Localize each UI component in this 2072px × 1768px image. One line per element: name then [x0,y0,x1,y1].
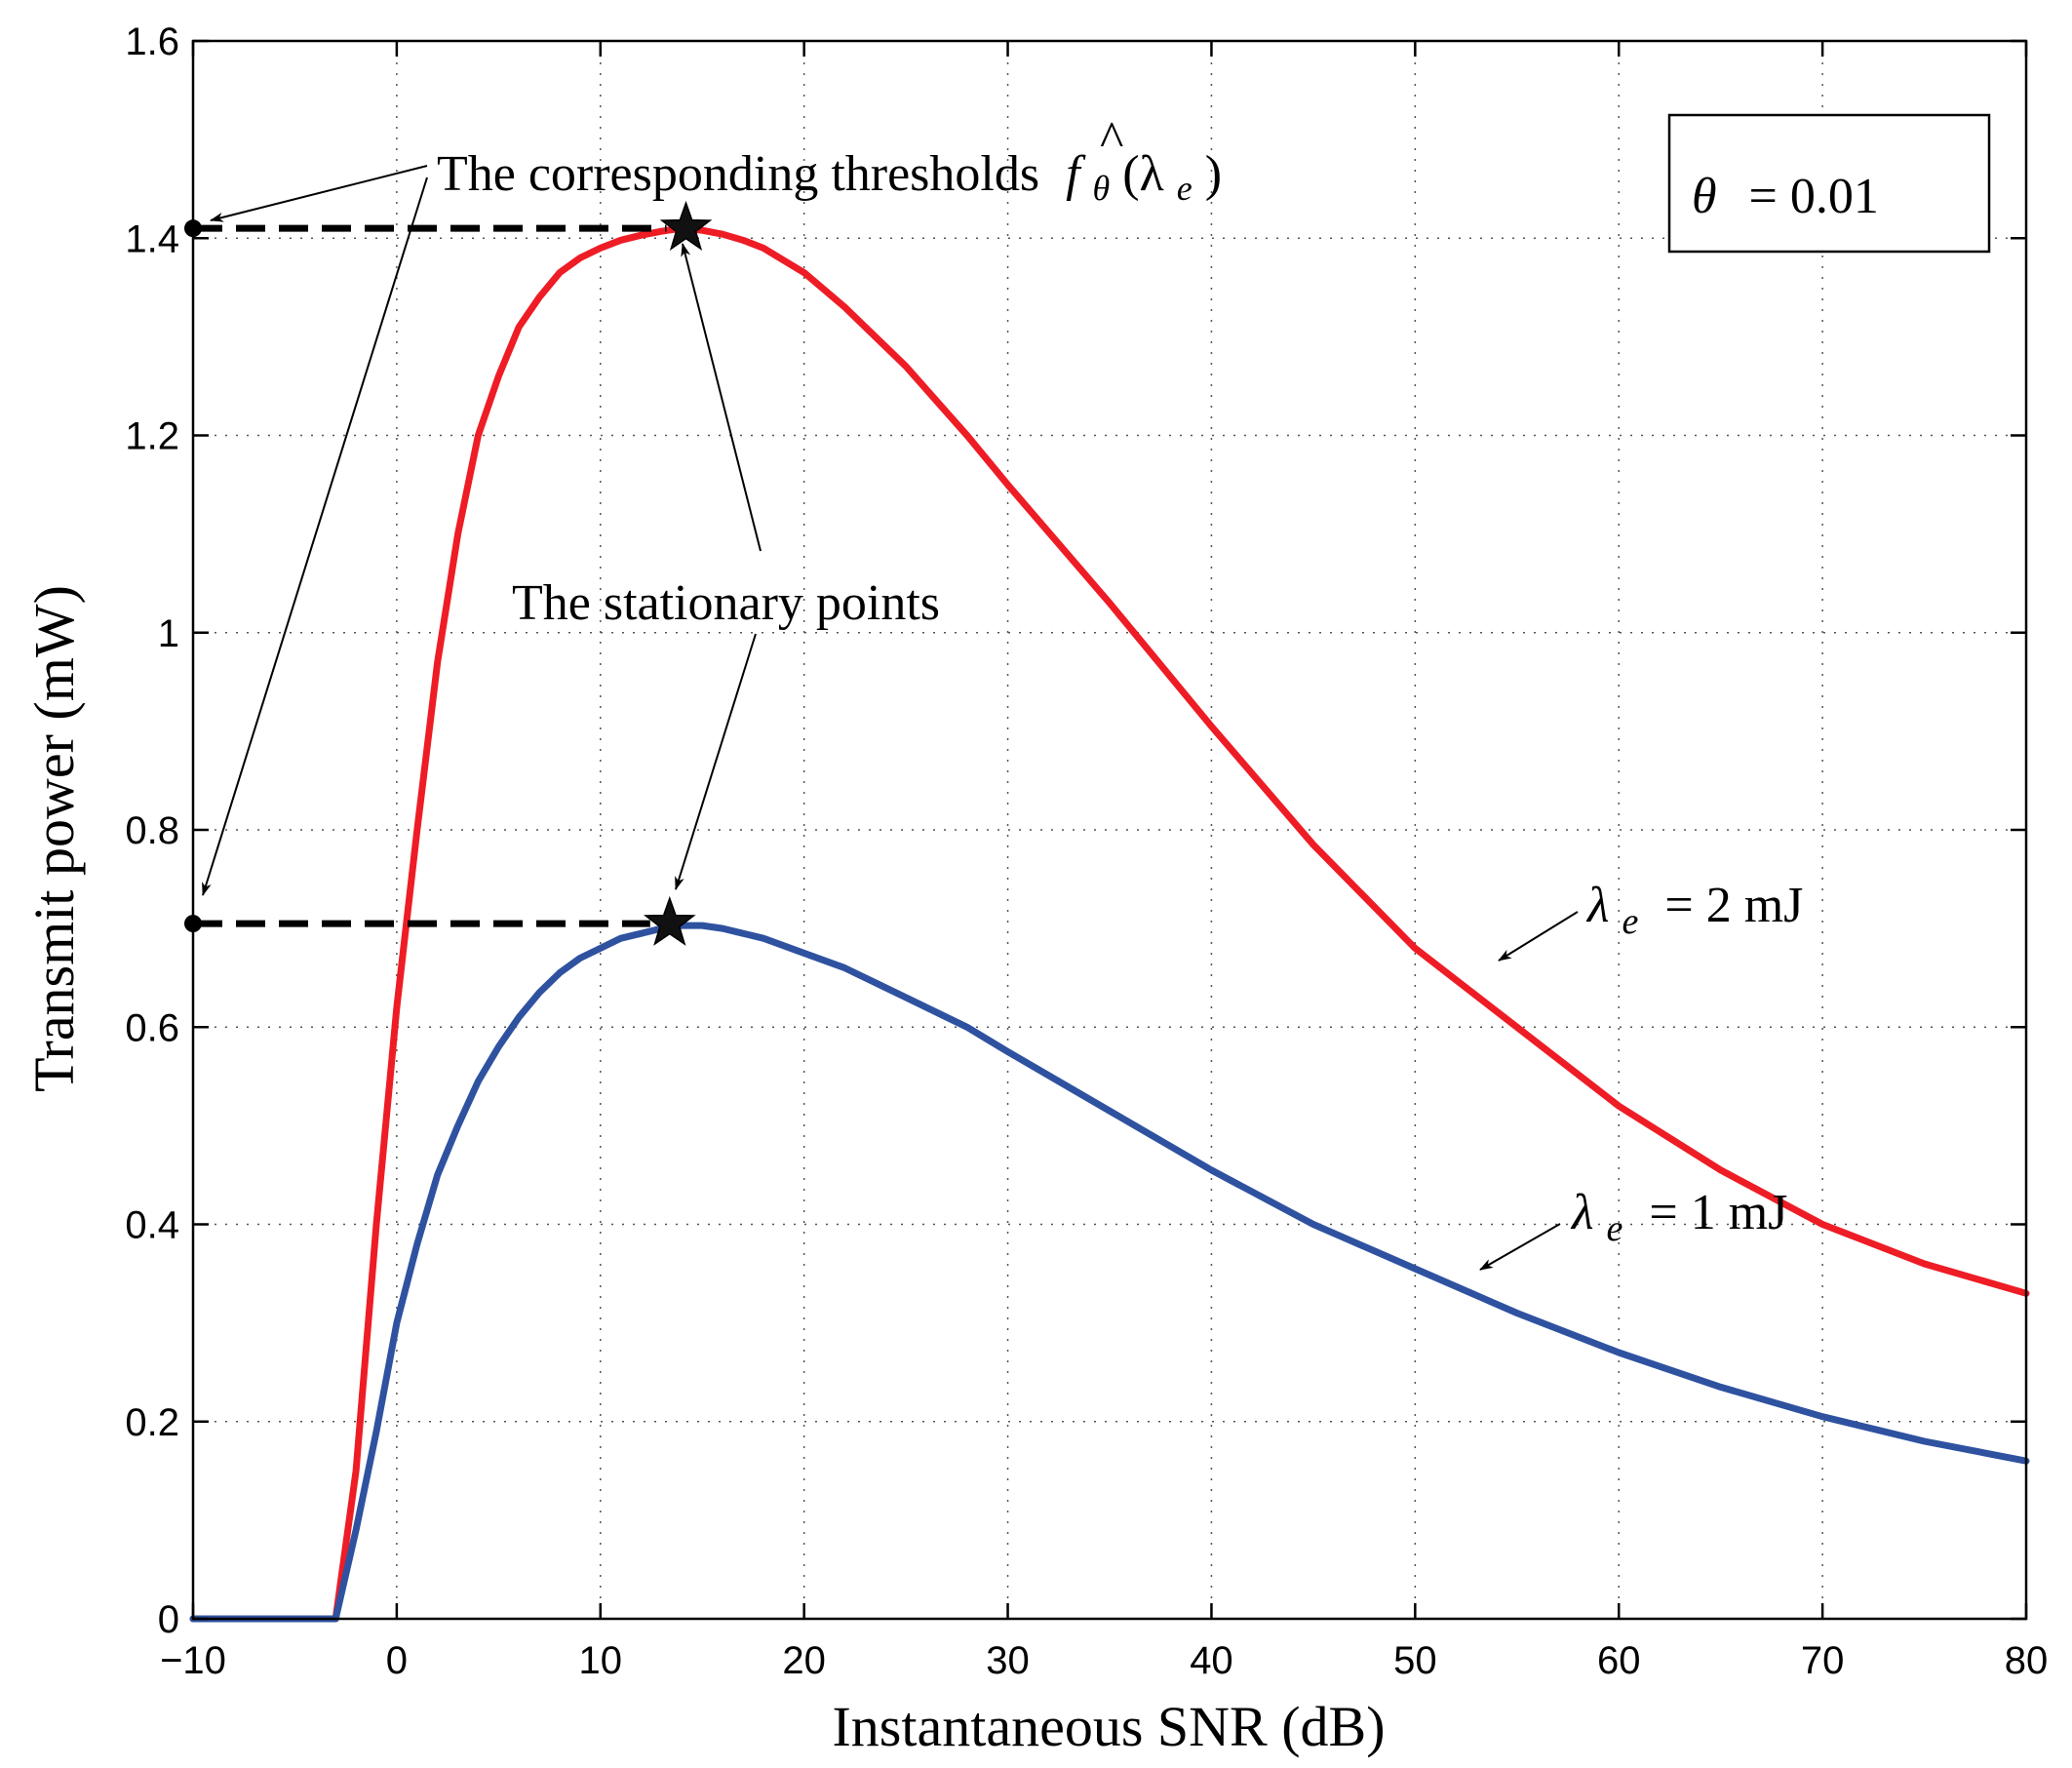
x-tick-label: 20 [782,1639,826,1682]
arrow-stationary-upper [681,243,762,552]
y-tick-label: 0.2 [125,1401,179,1444]
y-tick-label: 0.8 [125,809,179,852]
y-tick-label: 0.4 [125,1204,179,1247]
label-2mJ-value: = 2 mJ [1664,878,1803,933]
hat-accent: ^ [1100,112,1123,168]
annotation-thresholds: The corresponding thresholds f θ (λ e ) … [202,112,1222,896]
y-tick-label: 1.2 [125,415,179,458]
label-1mJ-lambda: λ [1570,1185,1594,1240]
series-label-2mJ: λ e = 2 mJ [1498,878,1803,962]
grid [192,40,2027,1620]
y-tick-label: 0 [158,1598,179,1641]
label-1mJ-sub: e [1607,1208,1623,1249]
series-line-1mJ [189,922,2030,1623]
y-axis-title: Transmit power (mW) [22,585,86,1092]
plot-frame [191,39,2028,1621]
x-tick-label: 0 [386,1639,408,1682]
annotation-stationary: The stationary points [512,243,940,890]
arrow-threshold-upper [210,165,428,222]
label-2mJ-sub: e [1622,901,1639,942]
x-tick-label: 10 [579,1639,623,1682]
arrow-label-2mJ [1498,911,1579,962]
label-2mJ-lambda: λ [1585,878,1610,933]
svg-text:θ = 0.01: θ = 0.01 [1692,169,1879,224]
thresholds-text: The corresponding thresholds [437,146,1039,202]
arrow-stationary-lower [675,633,757,890]
theta-value: = 0.01 [1749,169,1879,224]
stationary-point-star [659,200,713,252]
x-tick-label: 80 [2005,1639,2049,1682]
y-tick-label: 0.6 [125,1006,179,1049]
svg-text:λ e = 1 mJ: λ e = 1 mJ [1570,1185,1787,1252]
x-tick-label: 70 [1801,1639,1845,1682]
series-label-1mJ: λ e = 1 mJ [1479,1185,1787,1271]
thresholds-math-e: e [1177,169,1192,208]
thresholds-math-theta: θ [1093,169,1111,208]
stationary-point-star [643,895,696,946]
thresholds-math-arg: (λ [1122,146,1164,202]
thresholds-math-close: ) [1205,146,1222,202]
theta-symbol: θ [1692,169,1717,224]
y-tick-label: 1.6 [125,20,179,63]
label-1mJ-value: = 1 mJ [1649,1185,1787,1240]
x-axis-title: Instantaneous SNR (dB) [832,1695,1385,1758]
svg-text:λ e = 2 mJ: λ e = 2 mJ [1585,878,1803,945]
theta-box: θ = 0.01 [1667,113,1991,254]
x-tick-label: 60 [1597,1639,1641,1682]
x-tick-label: 30 [986,1639,1030,1682]
stationary-text: The stationary points [512,575,940,631]
y-tick-label: 1 [158,612,179,655]
x-tick-label: −10 [160,1639,226,1682]
x-tick-label: 40 [1190,1639,1233,1682]
arrow-label-1mJ [1479,1223,1561,1271]
threshold-markers [184,200,713,946]
svg-text:The corresponding thresholds: The corresponding thresholds f θ (λ e ) [437,146,1222,212]
y-tick-label: 1.4 [125,217,179,260]
thresholds-math-f: f [1066,146,1086,202]
ticks: −10 0 10 20 30 40 50 60 70 8000.20.40.60.811.21.4… [125,20,2048,1682]
arrow-threshold-lower [202,177,428,896]
x-tick-label: 50 [1393,1639,1437,1682]
